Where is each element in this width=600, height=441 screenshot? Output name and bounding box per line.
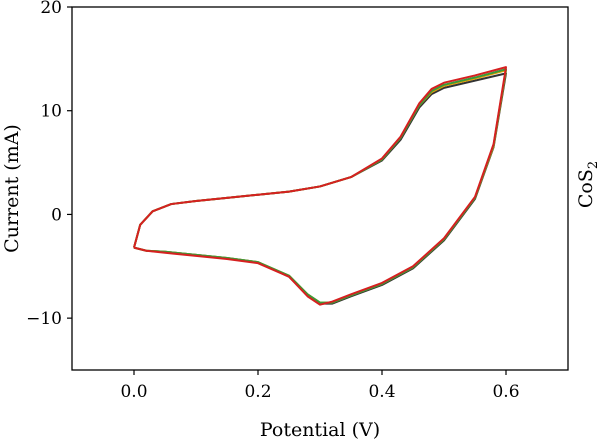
side-label-subscript: 2: [586, 161, 600, 169]
y-tick-label: 0: [51, 205, 62, 225]
x-tick-label: 0.0: [120, 382, 147, 402]
y-tick-label: 10: [40, 102, 62, 122]
y-axis-label: Current (mA): [1, 124, 23, 253]
series-line-4: [133, 66, 507, 306]
y-tick-label: 20: [40, 0, 62, 18]
plot-frame: [71, 6, 569, 371]
x-axis-ticks: 0.0 0.2 0.4 0.6: [120, 370, 520, 402]
series-layer: [133, 66, 507, 306]
x-axis-label: Potential (V): [260, 419, 380, 441]
x-tick-label: 0.2: [244, 382, 271, 402]
y-tick-label: −10: [26, 309, 62, 329]
series-line-1: [133, 72, 507, 305]
side-label: CoS2: [575, 161, 600, 208]
x-tick-label: 0.4: [368, 382, 395, 402]
x-tick-label: 0.6: [492, 382, 519, 402]
side-label-main: CoS: [575, 169, 597, 208]
y-axis-ticks: −10 0 10 20: [26, 0, 72, 329]
